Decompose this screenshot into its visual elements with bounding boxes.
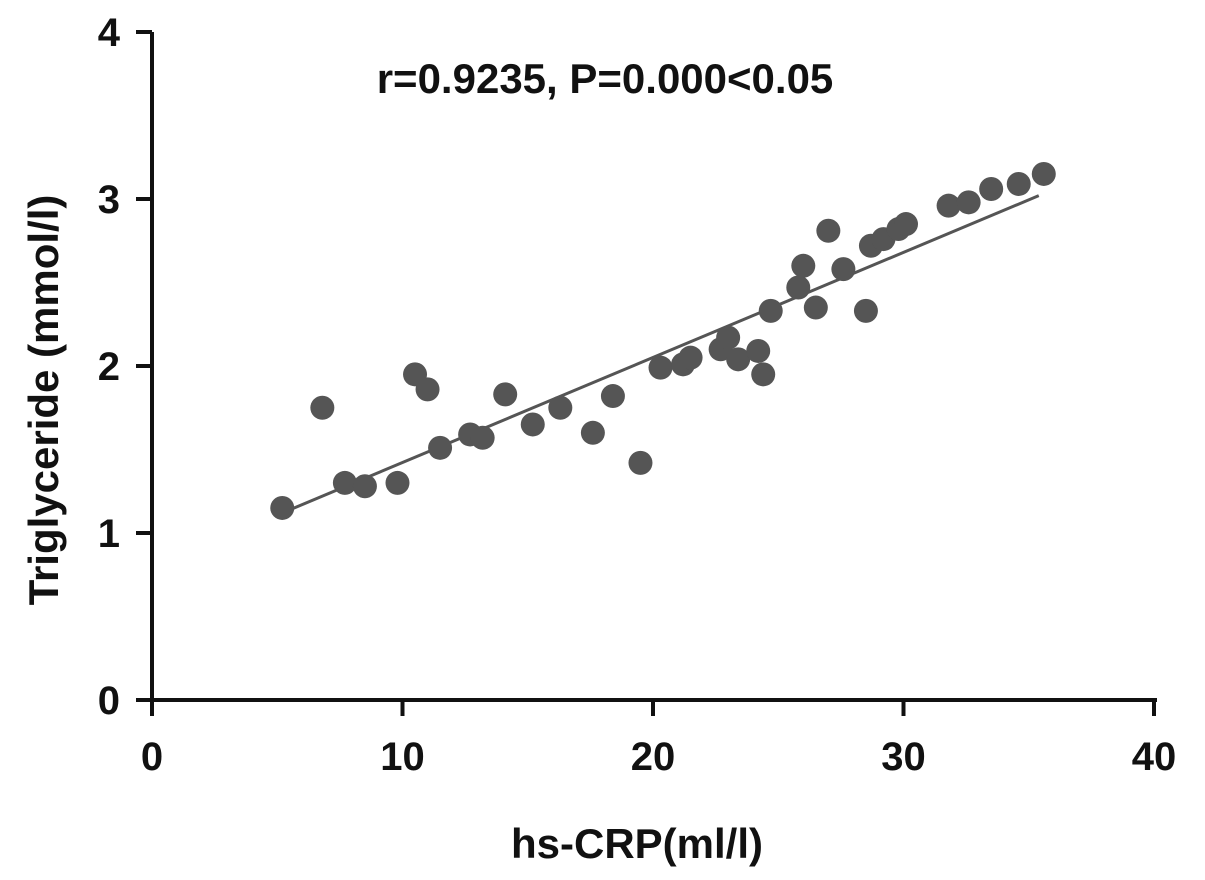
data-point: [716, 325, 741, 350]
data-point: [726, 347, 751, 372]
data-point: [853, 298, 878, 323]
data-point: [600, 384, 625, 409]
y-tick-label: 0: [98, 679, 120, 723]
x-tick-label: 0: [141, 735, 163, 779]
data-point: [493, 382, 518, 407]
data-point: [746, 338, 771, 363]
data-point: [751, 362, 776, 387]
data-point: [831, 257, 856, 282]
data-point: [803, 295, 828, 320]
data-point: [758, 298, 783, 323]
data-point: [270, 495, 295, 520]
data-point: [956, 190, 981, 215]
data-point: [548, 395, 573, 420]
y-tick-label: 4: [98, 11, 121, 55]
data-point: [1031, 161, 1056, 186]
x-tick-label: 10: [380, 735, 425, 779]
data-point: [1006, 171, 1031, 196]
data-point: [352, 474, 377, 499]
data-point: [428, 435, 453, 460]
data-point: [678, 345, 703, 370]
data-point: [332, 470, 357, 495]
trendline-group: [281, 194, 1040, 515]
data-point: [470, 425, 495, 450]
regression-line: [281, 194, 1040, 515]
axis-ticks: 0 10 20 30 40 0 1 2 3 4: [98, 11, 1177, 779]
data-point: [979, 176, 1004, 201]
data-point: [894, 212, 919, 237]
y-axis-title: Triglyceride (mmol/l): [20, 195, 67, 606]
data-point: [648, 355, 673, 380]
x-tick-label: 20: [631, 735, 676, 779]
data-point: [816, 218, 841, 243]
data-point: [520, 412, 545, 437]
data-point: [580, 420, 605, 445]
y-tick-label: 1: [98, 512, 120, 556]
data-point: [415, 377, 440, 402]
data-points: [270, 161, 1056, 520]
correlation-annotation: r=0.9235, P=0.000<0.05: [377, 55, 834, 102]
x-tick-label: 40: [1132, 735, 1177, 779]
data-point: [786, 275, 811, 300]
data-point: [936, 193, 961, 218]
data-point: [385, 470, 410, 495]
data-point: [791, 253, 816, 278]
data-point: [628, 450, 653, 475]
data-point: [310, 395, 335, 420]
x-axis-title: hs-CRP(ml/l): [511, 820, 763, 867]
y-tick-label: 3: [98, 178, 120, 222]
x-tick-label: 30: [881, 735, 926, 779]
y-tick-label: 2: [98, 345, 120, 389]
